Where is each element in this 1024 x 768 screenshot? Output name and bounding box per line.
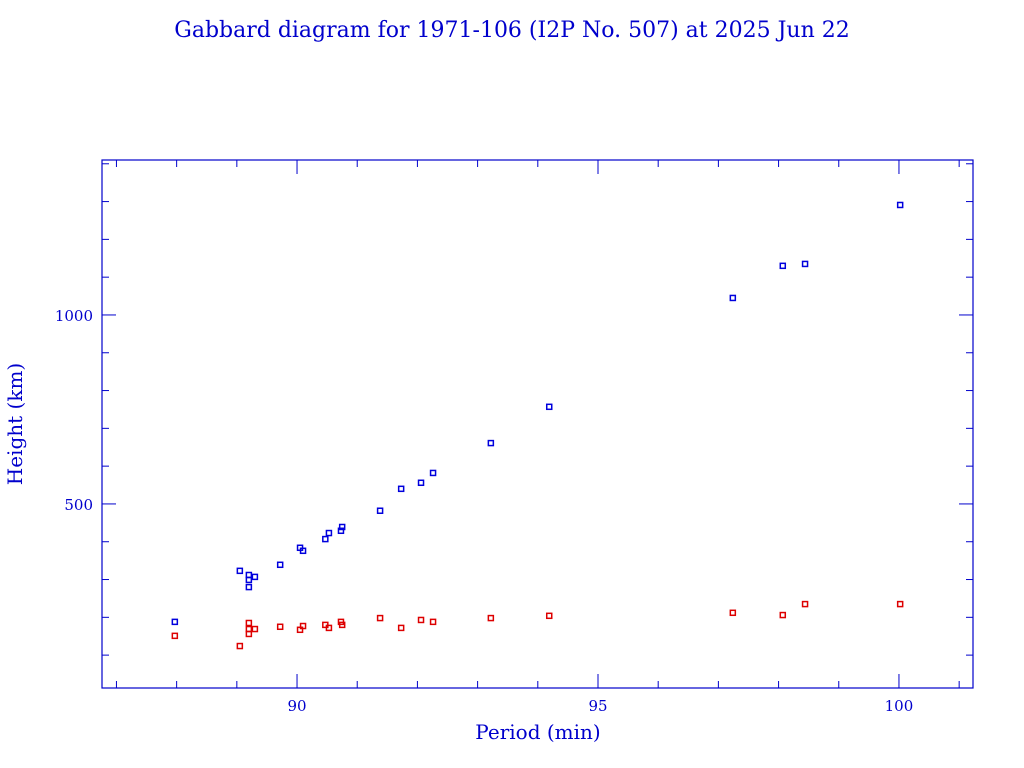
data-points (171, 201, 904, 650)
apogee-point (171, 618, 179, 626)
chart-title: Gabbard diagram for 1971-106 (I2P No. 50… (174, 18, 849, 43)
y-tick-label: 1000 (55, 307, 93, 325)
x-tick-label: 90 (287, 697, 306, 715)
perigee-point (429, 618, 437, 626)
apogee-point (325, 529, 333, 537)
perigee-point (545, 612, 553, 620)
perigee-point (487, 614, 495, 622)
perigee-point (896, 600, 904, 608)
perigee-point (779, 611, 787, 619)
apogee-point (376, 507, 384, 514)
perigee-point (729, 609, 737, 617)
apogee-point (322, 535, 329, 543)
apogee-point (397, 485, 405, 493)
axis-ticks (102, 160, 973, 688)
apogee-point (337, 527, 345, 535)
apogee-point (729, 294, 737, 302)
perigee-point (801, 600, 809, 608)
perigee-point (417, 616, 425, 624)
apogee-point (801, 260, 809, 268)
perigee-point (338, 621, 346, 629)
apogee-point (545, 403, 553, 411)
perigee-point (325, 624, 333, 632)
apogee-point (487, 439, 495, 447)
perigee-point (171, 632, 179, 640)
apogee-point (338, 523, 346, 531)
apogee-point (251, 573, 259, 581)
y-axis-label: Height (km) (3, 363, 27, 485)
perigee-point (245, 619, 253, 627)
x-tick-label: 95 (588, 697, 607, 715)
apogee-point (429, 469, 437, 477)
perigee-point (376, 614, 384, 622)
perigee-point (397, 624, 405, 632)
apogee-point (236, 567, 244, 575)
perigee-point (299, 622, 307, 630)
tick-labels: 90 95 100 500 1000 (55, 307, 913, 715)
apogee-point (276, 561, 284, 569)
plot-frame (101, 159, 974, 689)
perigee-point (245, 630, 253, 638)
apogee-point (299, 547, 307, 555)
perigee-point (236, 642, 244, 650)
apogee-point (779, 262, 787, 270)
perigee-point (251, 625, 259, 633)
x-axis-label: Period (min) (475, 720, 600, 744)
apogee-point (417, 479, 425, 487)
perigee-point (276, 623, 284, 631)
apogee-point (245, 583, 253, 591)
apogee-point (245, 576, 253, 584)
x-tick-label: 100 (885, 697, 914, 715)
y-tick-label: 500 (64, 496, 93, 514)
apogee-point (896, 201, 904, 209)
